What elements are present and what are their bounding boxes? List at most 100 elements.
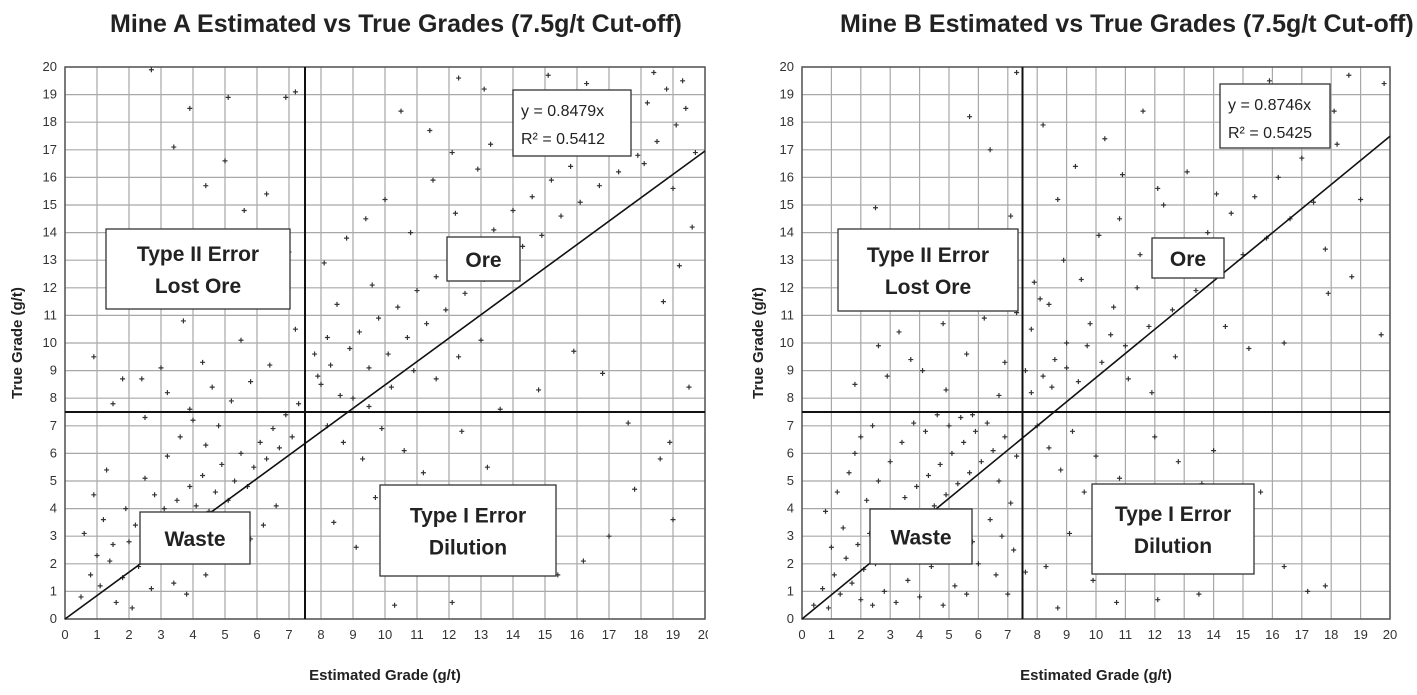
data-point	[1075, 379, 1081, 385]
data-point	[126, 539, 132, 545]
data-point	[1299, 155, 1305, 161]
data-point	[404, 334, 410, 340]
data-point	[825, 605, 831, 611]
data-point	[820, 586, 826, 592]
data-point	[443, 307, 449, 313]
data-point	[324, 334, 330, 340]
data-point	[940, 602, 946, 608]
data-point	[1381, 81, 1387, 87]
data-point	[264, 191, 270, 197]
data-point	[107, 558, 113, 564]
data-point	[193, 503, 199, 509]
y-tick-label: 13	[780, 252, 794, 267]
data-point	[142, 415, 148, 421]
data-point	[1058, 467, 1064, 473]
data-point	[238, 337, 244, 343]
x-tick-label: 17	[1295, 627, 1309, 642]
y-tick-label: 19	[43, 87, 57, 102]
y-tick-label: 6	[787, 445, 794, 460]
data-point	[1114, 599, 1120, 605]
data-point	[899, 439, 905, 445]
x-tick-label: 14	[1206, 627, 1220, 642]
x-tick-label: 16	[1265, 627, 1279, 642]
quadrant-label-type2: Lost Ore	[885, 276, 971, 299]
data-point	[1090, 577, 1096, 583]
data-point	[852, 450, 858, 456]
data-point	[318, 381, 324, 387]
data-point	[158, 365, 164, 371]
data-point	[382, 196, 388, 202]
data-point	[1011, 547, 1017, 553]
data-point	[571, 348, 577, 354]
y-tick-label: 8	[787, 390, 794, 405]
data-point	[129, 605, 135, 611]
data-point	[1064, 365, 1070, 371]
data-point	[1055, 605, 1061, 611]
data-point	[478, 337, 484, 343]
data-point	[1258, 489, 1264, 495]
y-tick-label: 17	[780, 142, 794, 157]
x-tick-label: 0	[61, 627, 68, 642]
data-point	[855, 541, 861, 547]
data-point	[132, 522, 138, 528]
data-point	[1069, 428, 1075, 434]
data-point	[1305, 588, 1311, 594]
y-tick-label: 0	[50, 611, 57, 626]
data-point	[902, 495, 908, 501]
data-point	[1014, 453, 1020, 459]
quadrant-label-box-type2	[105, 228, 291, 310]
quadrant-label-box-type2	[837, 228, 1019, 312]
data-point	[943, 387, 949, 393]
data-point	[340, 439, 346, 445]
data-point	[1322, 246, 1328, 252]
data-point	[958, 415, 964, 421]
x-tick-label: 18	[634, 627, 648, 642]
data-point	[1093, 453, 1099, 459]
data-point	[385, 351, 391, 357]
data-point	[449, 150, 455, 156]
data-point	[148, 586, 154, 592]
y-tick-label: 3	[787, 528, 794, 543]
data-point	[356, 329, 362, 335]
data-point	[379, 426, 385, 432]
data-point	[1119, 172, 1125, 178]
data-point	[539, 232, 545, 238]
data-point	[683, 105, 689, 111]
quadrant-label-waste: Waste	[164, 528, 225, 551]
data-point	[967, 114, 973, 120]
data-point	[849, 580, 855, 586]
data-point	[398, 108, 404, 114]
data-point	[200, 359, 206, 365]
y-tick-label: 16	[43, 169, 57, 184]
x-tick-label: 19	[1353, 627, 1367, 642]
data-point	[858, 434, 864, 440]
x-tick-label: 20	[698, 627, 708, 642]
data-point	[209, 384, 215, 390]
data-point	[1161, 202, 1167, 208]
data-point	[644, 100, 650, 106]
data-point	[1346, 72, 1352, 78]
data-point	[328, 362, 334, 368]
x-tick-label: 15	[538, 627, 552, 642]
y-tick-label: 5	[50, 473, 57, 488]
trendline-equation: y = 0.8479x	[521, 103, 604, 120]
data-point	[1061, 257, 1067, 263]
data-point	[1281, 340, 1287, 346]
data-point	[596, 183, 602, 189]
data-point	[1008, 500, 1014, 506]
data-point	[331, 519, 337, 525]
x-axis-label: Estimated Grade (g/t)	[309, 667, 461, 684]
data-point	[967, 470, 973, 476]
x-tick-label: 17	[602, 627, 616, 642]
data-point	[321, 260, 327, 266]
data-point	[1175, 459, 1181, 465]
data-point	[1311, 199, 1317, 205]
data-point	[1275, 174, 1281, 180]
plot-area-frame	[64, 66, 706, 620]
data-point	[1125, 376, 1131, 382]
data-point	[584, 81, 590, 87]
data-point	[203, 183, 209, 189]
quadrant-label-box-type1	[379, 484, 557, 577]
data-point	[1108, 332, 1114, 338]
data-point	[1096, 232, 1102, 238]
